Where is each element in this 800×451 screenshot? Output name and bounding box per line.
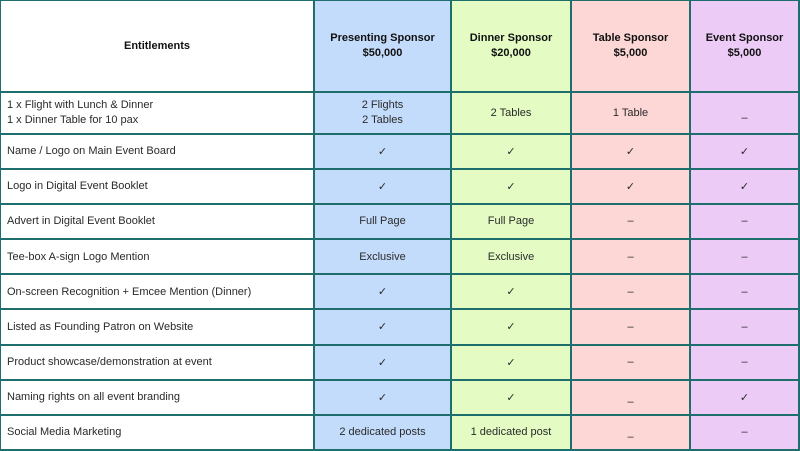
tier-name: Table Sponsor — [592, 32, 669, 45]
event-cell: – — [689, 308, 800, 346]
table-row: On-screen Recognition + Emcee Mention (D… — [0, 273, 800, 311]
table-sponsor-header: Table Sponsor $5,000 — [570, 0, 691, 94]
event-cell: – — [689, 343, 800, 381]
event-cell: ✓ — [689, 378, 800, 416]
table-row: Listed as Founding Patron on Website ✓ ✓ – – — [0, 308, 800, 346]
tier-name: Event Sponsor — [705, 32, 784, 45]
value-line: 2 Tables — [362, 114, 403, 126]
table-cell: – — [570, 238, 691, 276]
event-cell: ✓ — [689, 132, 800, 170]
table-row: Naming rights on all event branding ✓ ✓ – ✓ — [0, 378, 800, 416]
table-cell: 1 Table — [570, 91, 691, 135]
event-cell: ✓ — [689, 167, 800, 205]
dinner-cell: ✓ — [450, 308, 572, 346]
entitlement-line: 1 x Dinner Table for 10 pax — [7, 114, 139, 126]
dinner-cell: ✓ — [450, 378, 572, 416]
value-line: 2 Flights — [361, 99, 404, 111]
table-row: Tee-box A-sign Logo Mention Exclusive Excl… — [0, 238, 800, 276]
presenting-cell: ✓ — [313, 273, 452, 311]
entitlement-cell: Logo in Digital Event Booklet — [0, 167, 315, 205]
presenting-cell: ✓ — [313, 308, 452, 346]
event-cell: – — [689, 202, 800, 241]
dinner-cell: ✓ — [450, 343, 572, 381]
table-row: Advert in Digital Event Booklet Full Page… — [0, 202, 800, 241]
entitlement-cell: Name / Logo on Main Event Board — [0, 132, 315, 170]
table-row: 1 x Flight with Lunch & Dinner 1 x Dinner… — [0, 91, 800, 135]
presenting-cell: Full Page — [313, 202, 452, 241]
event-cell: – — [689, 273, 800, 311]
entitlement-cell: Social Media Marketing — [0, 413, 315, 451]
presenting-cell: ✓ — [313, 167, 452, 205]
presenting-cell: ✓ — [313, 343, 452, 381]
entitlement-cell: Naming rights on all event branding — [0, 378, 315, 416]
table-cell: – — [570, 202, 691, 241]
entitlement-cell: Listed as Founding Patron on Website — [0, 308, 315, 346]
table-row: Social Media Marketing 2 dedicated posts 1… — [0, 413, 800, 451]
table-cell: – — [570, 308, 691, 346]
dinner-cell: 1 dedicated post — [450, 413, 572, 451]
presenting-cell: 2 Flights 2 Tables — [313, 91, 452, 135]
tier-name: Dinner Sponsor — [469, 32, 553, 45]
event-cell: – — [689, 238, 800, 276]
entitlements-header: Entitlements — [0, 0, 315, 94]
presenting-cell: ✓ — [313, 378, 452, 416]
dinner-cell: ✓ — [450, 167, 572, 205]
dinner-cell: ✓ — [450, 132, 572, 170]
entitlement-cell: Advert in Digital Event Booklet — [0, 202, 315, 241]
header-row: Entitlements Presenting Sponsor $50,000 D… — [0, 0, 800, 94]
entitlement-line: 1 x Flight with Lunch & Dinner — [7, 99, 154, 111]
table-cell: – — [570, 413, 691, 451]
table-cell: ✓ — [570, 167, 691, 205]
tier-price: $5,000 — [727, 47, 762, 60]
tier-price: $5,000 — [613, 47, 648, 60]
table-row: Name / Logo on Main Event Board ✓ ✓ ✓ ✓ — [0, 132, 800, 170]
tier-price: $20,000 — [491, 47, 531, 60]
table-cell: – — [570, 343, 691, 381]
presenting-cell: ✓ — [313, 132, 452, 170]
table-cell: – — [570, 273, 691, 311]
presenting-sponsor-header: Presenting Sponsor $50,000 — [313, 0, 452, 94]
event-cell: – — [689, 413, 800, 451]
entitlement-cell: Tee-box A-sign Logo Mention — [0, 238, 315, 276]
entitlement-cell: Product showcase/demonstration at event — [0, 343, 315, 381]
presenting-cell: 2 dedicated posts — [313, 413, 452, 451]
table-row: Product showcase/demonstration at event ✓… — [0, 343, 800, 381]
table-cell: – — [570, 378, 691, 416]
dinner-sponsor-header: Dinner Sponsor $20,000 — [450, 0, 572, 94]
tier-price: $50,000 — [362, 47, 403, 60]
dinner-cell: 2 Tables — [450, 91, 572, 135]
presenting-cell: Exclusive — [313, 238, 452, 276]
tier-name: Presenting Sponsor — [330, 32, 435, 45]
event-sponsor-header: Event Sponsor $5,000 — [689, 0, 800, 94]
event-cell: – — [689, 91, 800, 135]
dinner-cell: Full Page — [450, 202, 572, 241]
table-cell: ✓ — [570, 132, 691, 170]
dinner-cell: ✓ — [450, 273, 572, 311]
dinner-cell: Exclusive — [450, 238, 572, 276]
entitlement-cell: On-screen Recognition + Emcee Mention (D… — [0, 273, 315, 311]
entitlement-cell: 1 x Flight with Lunch & Dinner 1 x Dinner… — [0, 91, 315, 135]
table-row: Logo in Digital Event Booklet ✓ ✓ ✓ ✓ — [0, 167, 800, 205]
